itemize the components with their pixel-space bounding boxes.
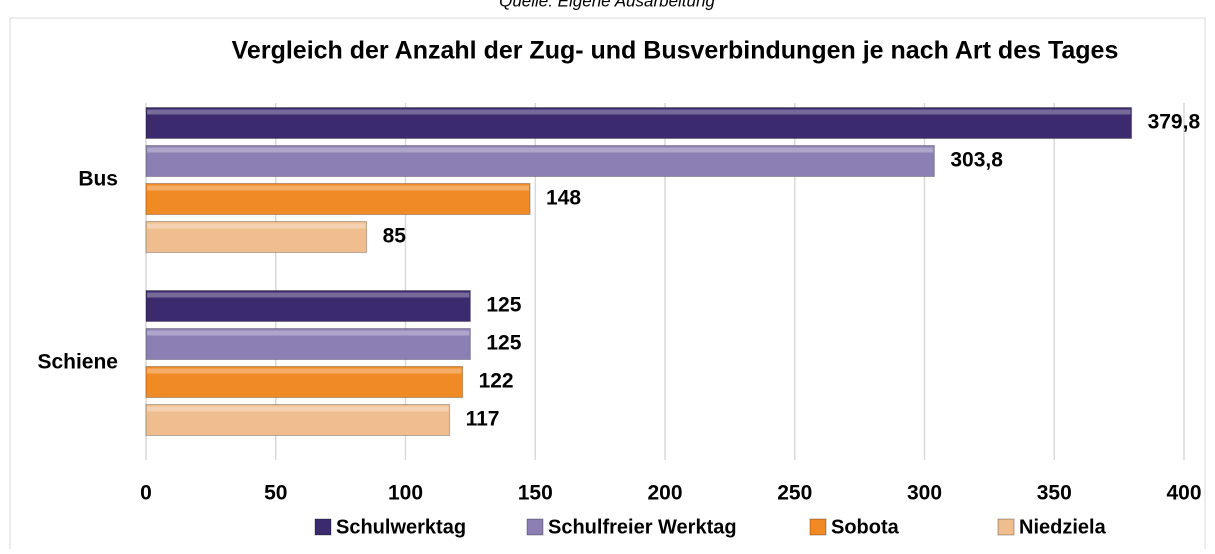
x-tick-label: 250 [777, 482, 812, 505]
data-label: 122 [479, 370, 514, 393]
legend-swatch [526, 518, 544, 536]
x-tick-label: 100 [388, 482, 423, 505]
bar-shine [147, 406, 449, 412]
bar-shine [147, 109, 1131, 115]
data-label: 125 [486, 332, 521, 355]
legend-label: Schulwerktag [336, 516, 466, 538]
x-tick-label: 50 [264, 482, 287, 505]
bar [145, 221, 368, 253]
bar [145, 145, 935, 177]
x-tick-label: 0 [140, 482, 152, 505]
bar [145, 290, 471, 322]
bar-shine [147, 368, 462, 374]
category-label: Schiene [37, 351, 118, 374]
data-label: 148 [546, 187, 581, 210]
bar [145, 366, 464, 398]
bar [145, 183, 531, 215]
data-label: 303,8 [950, 149, 1003, 172]
legend-label: Sobota [831, 516, 900, 538]
data-label: 117 [466, 408, 500, 431]
data-label: 85 [383, 225, 407, 248]
legend-label: Niedziela [1019, 516, 1107, 538]
bar-shine [147, 147, 934, 153]
subtitle: Quelle: Eigene Ausarbeitung [499, 0, 715, 10]
bar-shine [147, 292, 470, 298]
x-tick-label: 200 [647, 482, 682, 505]
legend-swatch [997, 518, 1015, 536]
bar-shine [147, 185, 530, 191]
x-tick-label: 400 [1166, 482, 1201, 505]
bar [145, 404, 451, 436]
legend-label: Schulfreier Werktag [548, 516, 737, 538]
data-label: 125 [486, 294, 521, 317]
bar [145, 328, 471, 360]
chart-frame [9, 17, 1206, 554]
x-tick-label: 150 [518, 482, 553, 505]
chart-title: Vergleich der Anzahl der Zug- und Busver… [232, 37, 1119, 65]
legend-swatch [314, 518, 332, 536]
data-label: 379,8 [1148, 111, 1201, 134]
bar [145, 107, 1133, 139]
legend-swatch [809, 518, 827, 536]
bar-shine [147, 330, 470, 336]
x-tick-label: 350 [1037, 482, 1072, 505]
x-tick-label: 300 [907, 482, 942, 505]
bar-shine [147, 223, 366, 229]
category-label: Bus [78, 168, 118, 191]
